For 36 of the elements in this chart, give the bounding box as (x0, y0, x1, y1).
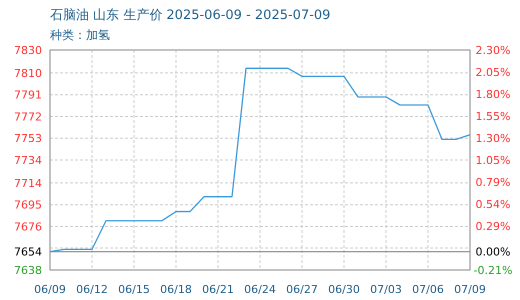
y-tick-label: 7695 (14, 198, 42, 212)
y-tick-label: 7654 (14, 246, 42, 259)
y2-tick-label: 0.00% (476, 246, 510, 259)
x-tick-label: 06/09 (34, 283, 66, 296)
y-tick-label: 7638 (14, 264, 42, 277)
x-tick-label: 07/09 (454, 283, 486, 296)
y2-tick-label: 2.30% (476, 44, 510, 57)
y-tick-label: 7810 (14, 66, 42, 80)
x-tick-label: 06/12 (76, 283, 108, 296)
chart-title: 石脑油 山东 生产价 2025-06-09 - 2025-07-09 (50, 8, 330, 23)
y2-tick-label: 0.29% (476, 220, 510, 234)
y2-tick-label: 0.79% (476, 176, 510, 190)
y-tick-label: 7734 (14, 154, 42, 167)
y-tick-label: 7676 (14, 220, 42, 234)
y2-tick-label: 1.30% (476, 132, 510, 145)
x-tick-label: 06/30 (328, 283, 360, 296)
y-tick-label: 7830 (14, 44, 42, 57)
y2-tick-label: 2.05% (476, 66, 510, 79)
x-tick-label: 06/18 (160, 283, 192, 296)
y2-tick-label: -0.21% (474, 264, 512, 277)
y-tick-label: 7791 (14, 88, 42, 102)
x-tick-label: 07/03 (370, 283, 402, 296)
chart-subtitle: 种类：加氢 (50, 28, 110, 42)
line-series (49, 68, 471, 252)
y2-tick-label: 1.55% (476, 110, 510, 123)
x-tick-label: 06/21 (202, 283, 234, 296)
y2-tick-label: 1.05% (476, 154, 510, 167)
x-tick-label: 06/24 (244, 283, 276, 296)
y-tick-label: 7772 (14, 110, 42, 124)
y-tick-label: 7714 (14, 176, 42, 190)
y-tick-label: 7753 (14, 132, 42, 146)
y2-tick-label: 0.54% (476, 198, 510, 212)
x-tick-label: 06/27 (286, 283, 318, 296)
x-tick-label: 07/06 (412, 283, 444, 296)
x-tick-label: 06/15 (118, 283, 150, 296)
y2-tick-label: 1.80% (476, 88, 510, 101)
